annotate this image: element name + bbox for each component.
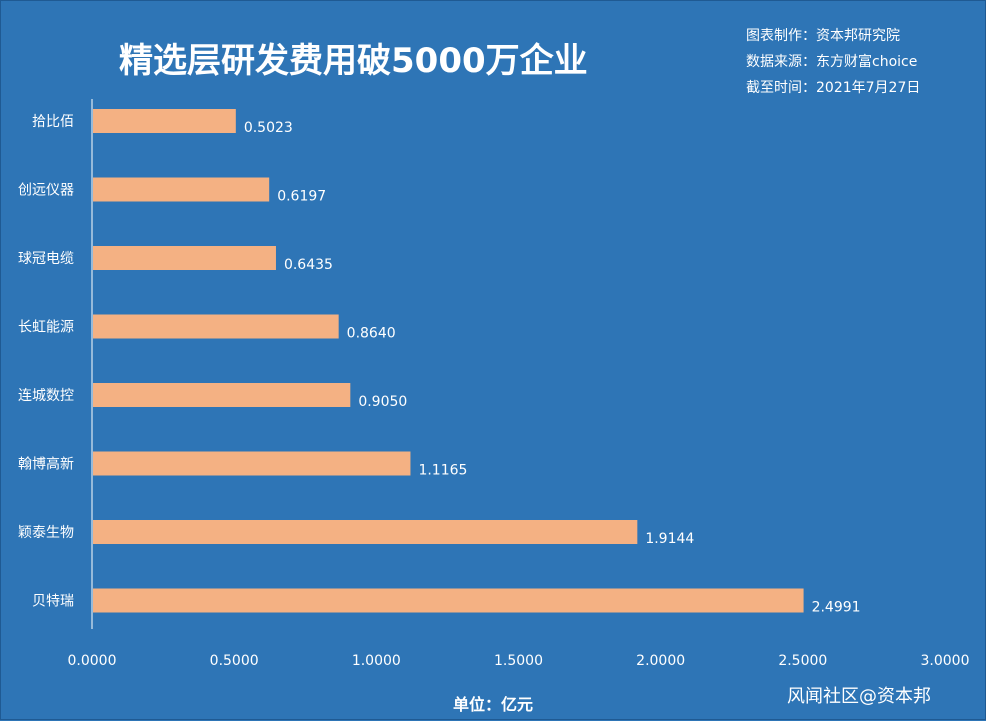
category-label: 球冠电缆 <box>18 251 74 267</box>
category-label: 贝特瑞 <box>32 594 74 610</box>
category-label: 翰博高新 <box>18 456 74 473</box>
bar-2 <box>93 177 270 202</box>
bar-4 <box>93 314 339 339</box>
meta-source: 数据来源：东方财富choice <box>746 54 918 70</box>
chart-meta: 图表制作：资本邦研究院 数据来源：东方财富choice 截至时间：2021年7月… <box>746 23 920 101</box>
watermark: 风闻社区@资本邦 <box>787 686 931 707</box>
x-tick-label: 3.0000 <box>921 653 970 669</box>
data-label: 0.6197 <box>277 189 326 205</box>
category-label: 长虹能源 <box>18 320 74 336</box>
x-tick-label: 2.5000 <box>778 653 827 669</box>
bar-3 <box>93 246 276 270</box>
x-tick-label: 0.0000 <box>68 653 117 669</box>
x-tick-label: 1.5000 <box>494 653 543 669</box>
data-label: 0.9050 <box>358 394 407 410</box>
bar-6 <box>93 451 411 476</box>
category-label: 创远仪器 <box>18 183 74 199</box>
data-label: 0.8640 <box>347 326 396 342</box>
chart-title: 精选层研发费用破5000万企业 <box>119 41 588 81</box>
data-label: 2.4991 <box>812 600 861 616</box>
bar-1 <box>93 109 236 133</box>
category-label: 颖泰生物 <box>18 525 74 541</box>
bar-5 <box>93 383 351 407</box>
category-label: 连城数控 <box>18 388 74 404</box>
category-label: 拾比佰 <box>32 114 74 130</box>
bar-7 <box>93 520 638 544</box>
unit-label: 单位：亿元 <box>453 695 534 714</box>
x-tick-label: 0.5000 <box>210 653 259 669</box>
x-tick-label: 1.0000 <box>352 653 401 669</box>
data-label: 0.6435 <box>284 257 333 273</box>
meta-producer: 图表制作：资本邦研究院 <box>746 28 900 44</box>
data-label: 1.9144 <box>645 531 694 547</box>
x-tick-label: 2.0000 <box>636 653 685 669</box>
data-label: 1.1165 <box>418 463 467 479</box>
meta-date: 截至时间：2021年7月27日 <box>746 80 921 96</box>
data-label: 0.5023 <box>244 120 293 136</box>
bar-8 <box>93 588 804 613</box>
